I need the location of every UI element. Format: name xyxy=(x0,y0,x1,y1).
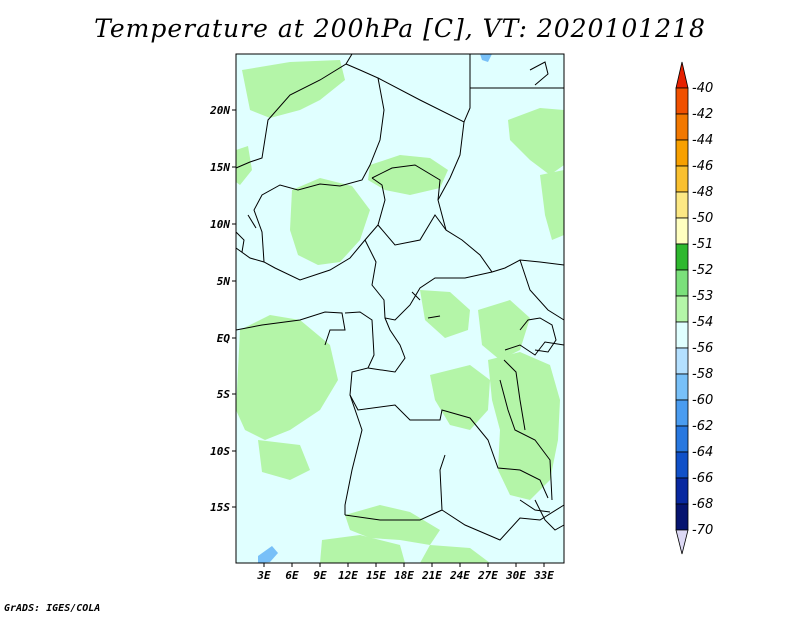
colorbar-cell xyxy=(675,399,689,427)
cold-patches xyxy=(258,54,492,563)
colorbar-label: -60 xyxy=(692,393,713,408)
lat-label: 20N xyxy=(209,104,230,117)
colorbar-cap-bottom xyxy=(675,529,689,555)
lon-label: 18E xyxy=(394,569,414,582)
colorbar-label: -53 xyxy=(692,289,713,304)
colorbar-label: -42 xyxy=(692,107,713,122)
lon-axis: 3E 6E 9E 12E 15E 18E 21E 24E 27E 30E 33E xyxy=(256,563,554,582)
colorbar-cell xyxy=(675,451,689,479)
lon-label: 24E xyxy=(449,569,470,582)
lat-label: 15S xyxy=(210,501,230,514)
colorbar-cell xyxy=(675,87,689,115)
colorbar-label: -64 xyxy=(692,445,713,460)
colorbar-cell xyxy=(675,425,689,453)
colorbar-labels: -40 -42 -44 -46 -48 -50 -51 -52 -53 -54 … xyxy=(692,81,713,538)
colorbar-label: -66 xyxy=(692,471,713,486)
colorbar: -40 -42 -44 -46 -48 -50 -51 -52 -53 -54 … xyxy=(675,61,713,555)
lon-label: 27E xyxy=(477,569,498,582)
colorbar-label: -46 xyxy=(692,159,713,174)
colorbar-cell xyxy=(675,113,689,141)
colorbar-cell xyxy=(675,243,689,271)
lat-label: 5S xyxy=(217,388,231,401)
colorbar-label: -56 xyxy=(692,341,713,356)
lat-label: 10N xyxy=(210,218,230,231)
colorbar-label: -40 xyxy=(692,81,713,96)
colorbar-label: -44 xyxy=(692,133,713,148)
lon-label: 12E xyxy=(338,569,358,582)
colorbar-cell xyxy=(675,477,689,505)
colorbar-label: -68 xyxy=(692,497,713,512)
lat-label: 5N xyxy=(217,275,231,288)
colorbar-cell xyxy=(675,373,689,401)
lat-axis: 20N 15N 10N 5N EQ 5S 10S 15S xyxy=(209,104,236,514)
colorbar-cells xyxy=(675,61,689,555)
colorbar-cell xyxy=(675,165,689,193)
lon-label: 33E xyxy=(533,569,554,582)
colorbar-label: -70 xyxy=(692,523,713,538)
colorbar-cell xyxy=(675,191,689,219)
colorbar-cell xyxy=(675,139,689,167)
colorbar-cell xyxy=(675,295,689,323)
lon-label: 15E xyxy=(366,569,386,582)
colorbar-cell xyxy=(675,347,689,375)
colorbar-cell xyxy=(675,269,689,297)
lon-label: 9E xyxy=(313,569,327,582)
grads-credit: GrADS: IGES/COLA xyxy=(4,603,101,614)
colorbar-label: -52 xyxy=(692,263,713,278)
lon-label: 30E xyxy=(505,569,526,582)
lat-label: 15N xyxy=(210,161,230,174)
colorbar-label: -58 xyxy=(692,367,713,382)
lat-label: EQ xyxy=(217,332,231,345)
colorbar-cell xyxy=(675,321,689,349)
colorbar-label: -54 xyxy=(692,315,713,330)
lon-label: 6E xyxy=(285,569,299,582)
colorbar-cell xyxy=(675,217,689,245)
colorbar-label: -50 xyxy=(692,211,713,226)
map-frame xyxy=(235,53,565,564)
colorbar-cell xyxy=(675,503,689,531)
lon-label: 21E xyxy=(421,569,442,582)
lon-label: 3E xyxy=(256,569,271,582)
map-title: Temperature at 200hPa [C], VT: 202010121… xyxy=(94,14,706,43)
colorbar-label: -48 xyxy=(692,185,713,200)
colorbar-label: -62 xyxy=(692,419,713,434)
colorbar-cap-top xyxy=(675,61,689,89)
lat-label: 10S xyxy=(210,445,230,458)
colorbar-label: -51 xyxy=(692,237,713,252)
country-borders xyxy=(235,53,565,541)
